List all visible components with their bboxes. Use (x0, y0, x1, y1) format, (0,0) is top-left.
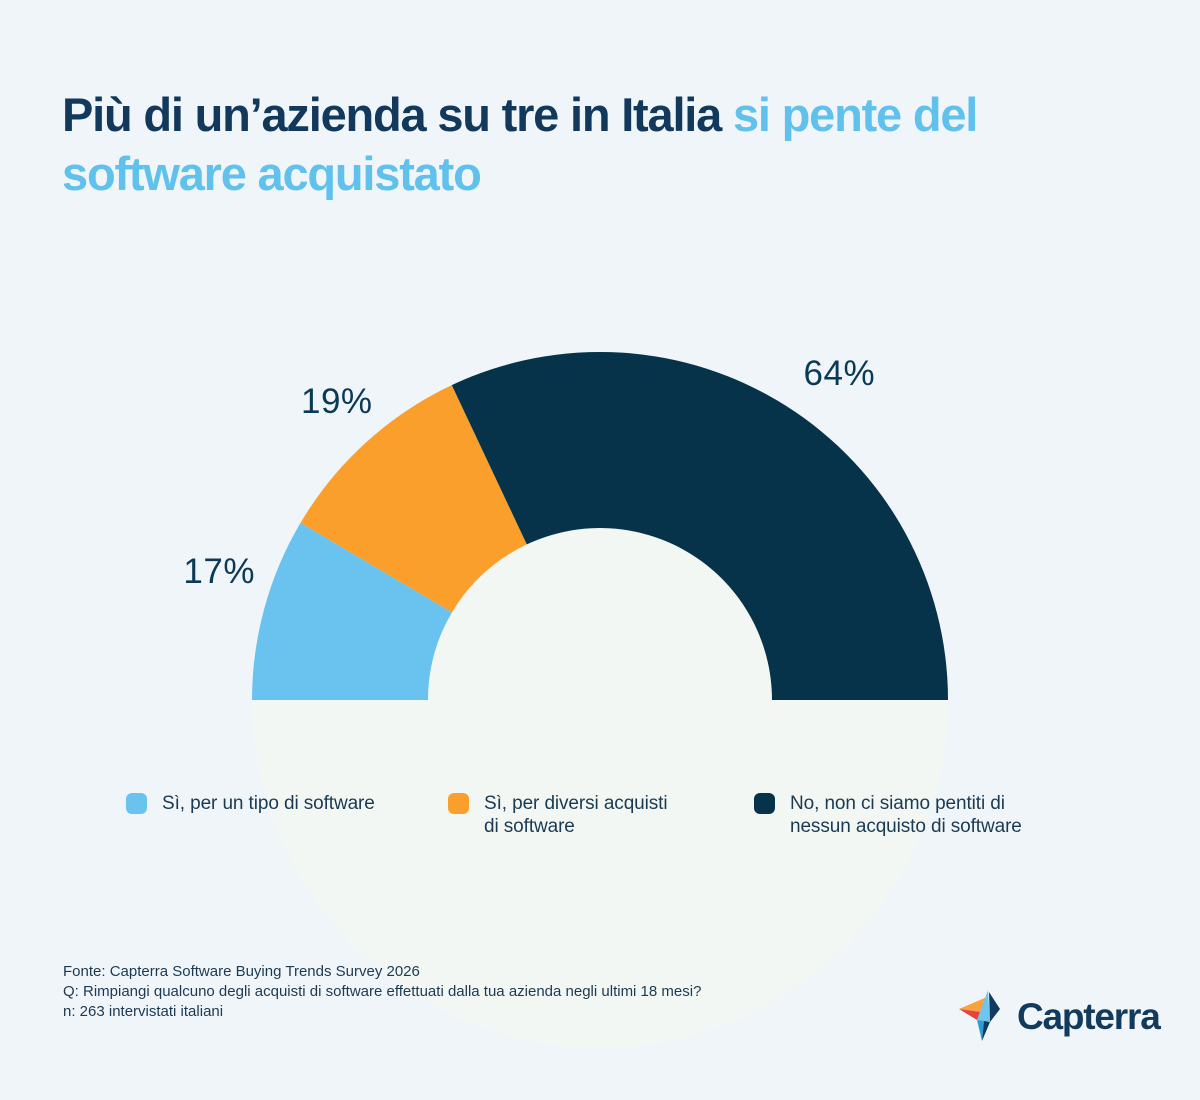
legend-item-2: Sì, per diversi acquisti di software (448, 792, 668, 838)
legend-label-1: Sì, per un tipo di software (162, 793, 375, 814)
donut-segments-group (252, 351, 948, 700)
donut-segment-1 (252, 522, 452, 700)
logo-blue-tail (977, 1020, 984, 1041)
legend-label-3: No, non ci siamo pentiti di nessun acquis… (790, 793, 1022, 837)
footnote-source: Fonte: Capterra Software Buying Trends S… (63, 963, 420, 980)
logo-navy-tail (982, 1021, 990, 1041)
logo-navy-fin (989, 992, 1000, 1022)
logo-orange-wing (959, 997, 987, 1012)
legend-swatch-2 (448, 793, 469, 814)
capterra-logo: Capterra (957, 988, 1161, 1046)
donut-segment-3 (451, 351, 948, 700)
capterra-logo-icon (959, 990, 1000, 1041)
donut-segment-2 (300, 385, 527, 613)
title-primary-text: Più di un’azienda su tre in Italia (62, 88, 733, 141)
legend-item-3: No, non ci siamo pentiti di nessun acquis… (754, 792, 1022, 838)
segment-value-label-1: 17% (183, 552, 255, 592)
legend-label-2: Sì, per diversi acquisti di software (484, 793, 668, 837)
page-title: Più di un’azienda su tre in Italia si pe… (62, 85, 1142, 203)
capterra-wordmark: Capterra (1017, 996, 1161, 1037)
logo-red-wing (959, 1009, 981, 1020)
footnote: Fonte: Capterra Software Buying Trends S… (63, 962, 701, 1022)
title-accent-line2: software acquistato (62, 147, 482, 200)
logo-sky-fin (977, 990, 990, 1022)
footnote-sample: n: 263 intervistati italiani (63, 1003, 224, 1020)
legend-swatch-1 (126, 793, 147, 814)
legend-swatch-3 (754, 793, 775, 814)
title-accent-text: si pente del (732, 88, 978, 141)
segment-value-label-3: 64% (803, 354, 876, 394)
segment-value-label-2: 19% (301, 382, 373, 422)
footnote-question: Q: Rimpiangi qualcuno degli acquisti di … (63, 983, 702, 1000)
legend-item-1: Sì, per un tipo di software (126, 792, 375, 815)
